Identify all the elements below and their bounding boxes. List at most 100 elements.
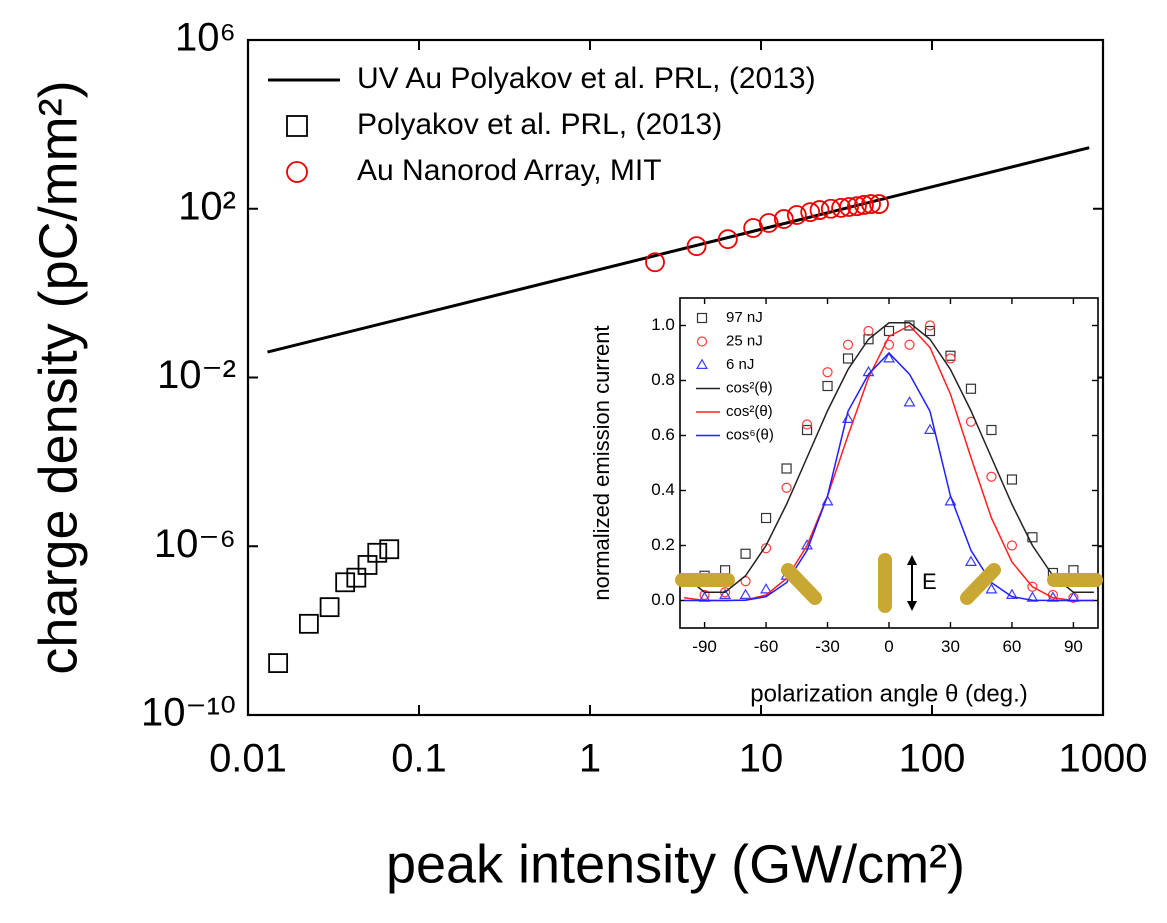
y-tick-label: 10⁶ xyxy=(175,16,236,60)
y-tick-label: 0.8 xyxy=(651,370,675,389)
square-marker xyxy=(335,572,356,593)
square-marker xyxy=(379,539,400,560)
square-marker xyxy=(346,567,367,588)
square-marker xyxy=(986,424,997,436)
circle-marker xyxy=(945,353,956,364)
square-marker xyxy=(945,350,956,361)
square-marker xyxy=(760,512,772,524)
triangle-marker xyxy=(903,396,916,407)
y-axis-label: charge density (pC/mm²) xyxy=(28,80,88,674)
circle-marker xyxy=(645,252,665,273)
fit-line xyxy=(267,146,1090,354)
square-marker xyxy=(781,463,792,474)
y-tick-label: 10⁻² xyxy=(157,353,236,397)
x-tick-label: 100 xyxy=(899,737,966,781)
square-marker xyxy=(286,115,308,137)
nanorod-icons xyxy=(675,553,1103,613)
triangle-marker xyxy=(985,583,998,594)
circle-marker xyxy=(786,205,807,225)
chart: -90 -60 -30 0 30 60 90 0.0 0.2 0.4 0.6 0.8 1.0 normal… xyxy=(589,297,1099,707)
triangle-marker xyxy=(964,555,977,566)
square-marker xyxy=(740,548,751,559)
x-tick-label: 0.1 xyxy=(391,737,447,781)
circle-marker xyxy=(800,202,821,223)
square-marker xyxy=(298,613,319,634)
triangle-marker xyxy=(719,588,732,599)
legend-label: Au Nanorod Array, MIT xyxy=(357,154,662,187)
square-marker xyxy=(965,383,977,394)
circle-marker xyxy=(847,196,867,217)
legend-label: cos²(θ) xyxy=(726,379,773,396)
triangle-marker xyxy=(760,583,773,594)
triangle-marker xyxy=(842,412,855,423)
fit-line xyxy=(684,351,1094,602)
circle-marker xyxy=(801,419,813,430)
circle-marker xyxy=(773,209,794,229)
square-marker xyxy=(842,353,854,364)
circle-marker xyxy=(822,367,833,378)
triangle-marker xyxy=(1026,591,1039,602)
circle-marker xyxy=(854,195,874,215)
y-axis-label: normalized emission current xyxy=(589,325,614,600)
circle-marker xyxy=(842,339,854,350)
x-tick-label: -60 xyxy=(754,637,779,656)
triangle-marker xyxy=(923,423,936,434)
arrow-head xyxy=(907,601,917,611)
y-tick-label: 0.4 xyxy=(651,480,675,499)
square-marker xyxy=(801,424,813,436)
x-tick-label: 10 xyxy=(739,737,784,781)
circle-marker xyxy=(904,339,915,350)
square-marker xyxy=(1006,474,1018,485)
y-tick-label: 1.0 xyxy=(651,315,675,334)
circle-marker xyxy=(686,236,707,257)
circle-marker xyxy=(861,194,881,214)
plot-layer: 0.01 0.1 1 10 100 1000 10⁻¹⁰ 10⁻⁶ 10⁻² 10² 10⁶ char… xyxy=(28,16,1147,895)
arrow-head xyxy=(907,555,917,565)
x-tick-label: 90 xyxy=(1064,637,1083,656)
rod xyxy=(781,563,822,605)
legend-label: UV Au Polyakov et al. PRL, (2013) xyxy=(357,62,816,95)
y-tick-label: 10² xyxy=(178,184,236,228)
fit-line xyxy=(683,322,1094,593)
x-axis-label: polarization angle θ (deg.) xyxy=(750,680,1028,707)
circle-marker xyxy=(760,543,772,554)
circle-marker xyxy=(809,200,830,220)
legend-label: 25 nJ xyxy=(726,332,763,349)
x-tick-label: 1 xyxy=(579,737,601,781)
triangle-marker xyxy=(883,352,895,363)
x-tick-label: 1000 xyxy=(1059,737,1148,781)
circle-marker xyxy=(699,589,710,601)
circle-marker xyxy=(924,320,936,331)
x-tick-label: 30 xyxy=(941,637,960,656)
legend-label: cos⁶(θ) xyxy=(726,426,774,443)
square-marker xyxy=(696,312,708,324)
x-tick-label: 0 xyxy=(884,637,893,656)
y-tick-label: 0.2 xyxy=(651,535,675,554)
triangle-marker xyxy=(739,588,752,599)
circle-marker xyxy=(1006,540,1018,551)
circle-marker xyxy=(839,197,859,217)
field-label: E xyxy=(922,569,937,594)
circle-marker xyxy=(717,229,738,250)
series-layer xyxy=(267,146,1090,673)
circle-marker xyxy=(758,213,779,233)
square-marker xyxy=(268,653,289,673)
series-layer xyxy=(683,320,1094,603)
square-marker xyxy=(883,325,895,337)
circle-marker xyxy=(1027,581,1038,592)
x-tick-label: 0.01 xyxy=(209,737,287,781)
x-tick-label: -90 xyxy=(692,637,717,656)
circle-marker xyxy=(986,471,997,482)
x-tick-label: -30 xyxy=(815,637,840,656)
square-marker xyxy=(319,597,340,618)
circle-marker xyxy=(869,194,889,214)
field-arrow xyxy=(907,555,917,611)
circle-marker xyxy=(781,482,792,493)
circle-marker xyxy=(831,197,851,218)
square-marker xyxy=(367,542,388,563)
legend-label: Polyakov et al. PRL, (2013) xyxy=(357,108,722,141)
triangle-marker xyxy=(696,358,708,369)
y-tick-label: 0.0 xyxy=(651,590,675,609)
square-marker xyxy=(924,325,936,337)
square-marker xyxy=(863,334,874,345)
